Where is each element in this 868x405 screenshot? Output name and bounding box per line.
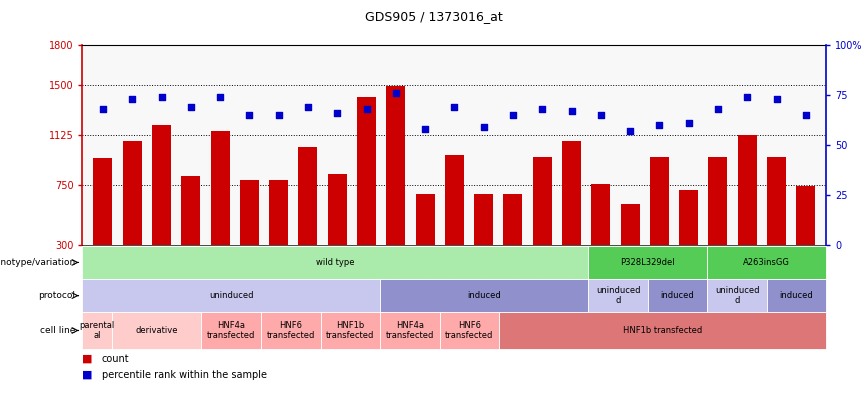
Bar [503, 194, 523, 285]
Point [506, 111, 520, 118]
Bar [380, 312, 439, 349]
Text: induced: induced [779, 291, 813, 300]
Text: HNF6
transfected: HNF6 transfected [445, 321, 494, 340]
Point [184, 103, 198, 110]
Point [359, 105, 373, 112]
Point [623, 128, 637, 134]
Point [711, 105, 725, 112]
Bar [386, 86, 405, 285]
Text: HNF4a
transfected: HNF4a transfected [385, 321, 434, 340]
Bar [708, 157, 727, 285]
Point [242, 111, 256, 118]
Bar [439, 312, 499, 349]
Bar [796, 186, 815, 285]
Point [799, 111, 812, 118]
Bar [269, 179, 288, 285]
Bar [589, 246, 707, 279]
Text: derivative: derivative [135, 326, 178, 335]
Bar [738, 135, 757, 285]
Text: induced: induced [661, 291, 694, 300]
Point [389, 90, 403, 96]
Text: genotype/variation: genotype/variation [0, 258, 76, 267]
Bar [416, 194, 435, 285]
Point [564, 107, 578, 114]
Bar [589, 279, 648, 312]
Point [477, 124, 490, 130]
Point [740, 94, 754, 100]
Point [214, 94, 227, 100]
Point [447, 103, 461, 110]
Text: protocol: protocol [38, 291, 76, 300]
Text: uninduced
d: uninduced d [715, 286, 760, 305]
Point [653, 122, 667, 128]
Bar [181, 175, 201, 285]
Point [331, 109, 345, 116]
Text: uninduced: uninduced [209, 291, 253, 300]
Point [96, 105, 110, 112]
Bar [152, 125, 171, 285]
Bar [299, 147, 318, 285]
Point [418, 126, 432, 132]
Text: count: count [102, 354, 129, 364]
Bar [707, 279, 766, 312]
Text: uninduced
d: uninduced d [595, 286, 641, 305]
Text: percentile rank within the sample: percentile rank within the sample [102, 370, 266, 380]
Bar [320, 312, 380, 349]
Bar [261, 312, 320, 349]
Bar [122, 141, 141, 285]
Point [155, 94, 168, 100]
Bar [621, 204, 640, 285]
Point [681, 119, 695, 126]
Bar [533, 157, 552, 285]
Bar [679, 190, 698, 285]
Text: wild type: wild type [316, 258, 355, 267]
Text: parental
al: parental al [80, 321, 115, 340]
Bar [766, 279, 826, 312]
Text: P328L329del: P328L329del [621, 258, 675, 267]
Bar [94, 158, 113, 285]
Text: A263insGG: A263insGG [743, 258, 790, 267]
Point [301, 103, 315, 110]
Bar [82, 246, 589, 279]
Text: HNF1b transfected: HNF1b transfected [623, 326, 702, 335]
Bar [767, 157, 786, 285]
Bar [357, 97, 376, 285]
Bar [591, 183, 610, 285]
Bar [380, 279, 589, 312]
Bar [82, 312, 112, 349]
Text: GDS905 / 1373016_at: GDS905 / 1373016_at [365, 10, 503, 23]
Text: ■: ■ [82, 354, 93, 364]
Point [594, 111, 608, 118]
Bar [707, 246, 826, 279]
Bar [648, 279, 707, 312]
Text: ■: ■ [82, 370, 93, 380]
Text: HNF1b
transfected: HNF1b transfected [326, 321, 374, 340]
Bar [562, 141, 581, 285]
Bar [112, 312, 201, 349]
Point [770, 96, 784, 102]
Text: induced: induced [467, 291, 501, 300]
Text: HNF6
transfected: HNF6 transfected [266, 321, 315, 340]
Bar [211, 131, 230, 285]
Bar [328, 174, 347, 285]
Point [536, 105, 549, 112]
Point [125, 96, 139, 102]
Bar [650, 157, 669, 285]
Bar [499, 312, 826, 349]
Bar [445, 156, 464, 285]
Bar [240, 179, 259, 285]
Bar [82, 279, 380, 312]
Bar [201, 312, 261, 349]
Text: HNF4a
transfected: HNF4a transfected [207, 321, 255, 340]
Bar [474, 194, 493, 285]
Point [272, 111, 286, 118]
Text: cell line: cell line [40, 326, 76, 335]
